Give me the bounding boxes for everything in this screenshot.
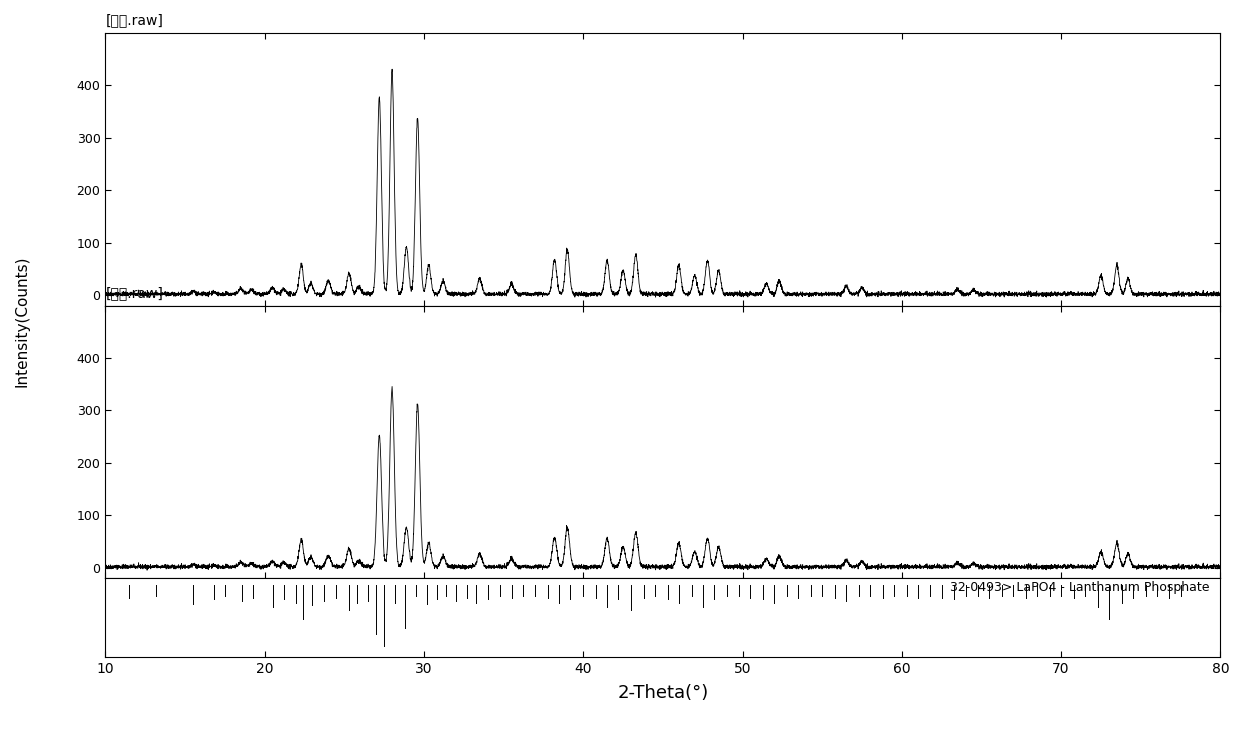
Text: 32-0493> LaPO4 - Lanthanum Phosphate: 32-0493> LaPO4 - Lanthanum Phosphate — [950, 580, 1209, 593]
Text: Intensity(Counts): Intensity(Counts) — [15, 255, 30, 387]
Text: [粉体.raw]: [粉体.raw] — [105, 286, 164, 300]
X-axis label: 2-Theta(°): 2-Theta(°) — [617, 684, 709, 702]
Text: [陶瓷.raw]: [陶瓷.raw] — [105, 13, 164, 27]
